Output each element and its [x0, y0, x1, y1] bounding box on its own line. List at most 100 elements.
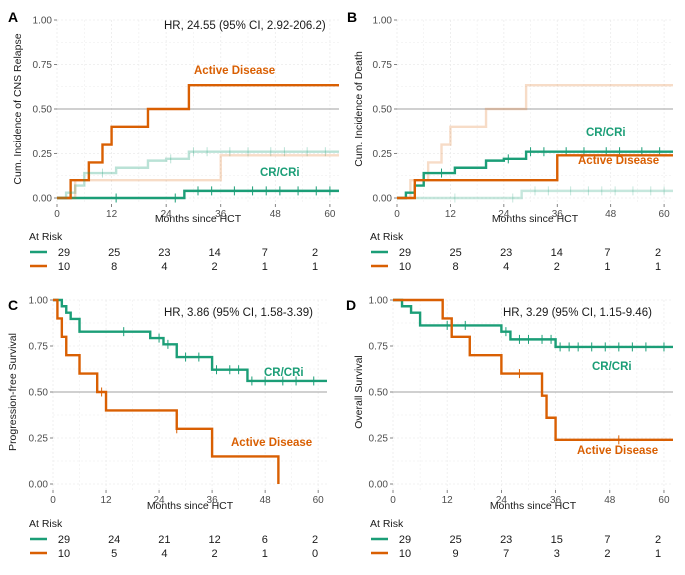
at-risk-title-a: At Risk: [29, 231, 63, 243]
y-tick-label-b-3: 0.75: [373, 60, 393, 71]
risk-value-d-0-2: 23: [500, 534, 512, 546]
panel-a: A 0 12 24 36 48 60 0.000.250.500.751.00 Month…: [8, 9, 339, 273]
risk-value-a-1-5: 1: [312, 261, 318, 273]
x-tick-label-b-5: 60: [659, 209, 671, 220]
series-group-d: [393, 298, 673, 445]
risk-value-d-1-4: 2: [604, 548, 610, 560]
label-active-disease-a: Active Disease: [194, 65, 275, 77]
risk-value-d-0-0: 29: [399, 534, 411, 546]
grid-b: [396, 19, 673, 204]
label-active-disease-b: Active Disease: [578, 155, 659, 167]
x-tick-label-b-1: 12: [445, 209, 457, 220]
y-ticks-d: 0.00 0.25 0.50 0.75 1.00: [369, 296, 393, 491]
risk-value-b-1-0: 10: [399, 261, 411, 273]
risk-value-d-0-4: 7: [604, 534, 610, 546]
x-axis-label-c: Months since HCT: [147, 500, 234, 512]
y-ticks-b: 0.00 0.25 0.50 0.75 1.00: [373, 16, 397, 205]
risk-value-d-0-1: 25: [449, 534, 461, 546]
risk-value-c-1-2: 4: [161, 548, 167, 560]
curve-death-cr-cri-faded-a: [57, 150, 339, 200]
label-active-disease-c: Active Disease: [231, 437, 312, 449]
risk-value-b-1-1: 8: [453, 261, 459, 273]
risk-value-b-0-4: 7: [604, 247, 610, 259]
y-tick-label-a-0: 0.00: [33, 194, 53, 205]
label-active-disease-d: Active Disease: [577, 445, 658, 457]
x-tick-label-b-0: 0: [394, 209, 400, 220]
risk-value-b-1-3: 2: [554, 261, 560, 273]
label-cr-cri-c: CR/CRi: [264, 367, 304, 379]
series-group-a: [57, 83, 339, 203]
x-axis-label-b: Months since HCT: [492, 213, 579, 225]
at-risk-title-b: At Risk: [370, 231, 404, 243]
series-group-c: [53, 298, 327, 484]
y-tick-label-a-2: 0.50: [33, 105, 53, 116]
risk-value-b-0-5: 2: [655, 247, 661, 259]
y-tick-label-c-3: 0.75: [29, 342, 49, 353]
risk-table-d: 29 25 23 15 7 2 10 9 7 3 2 1: [371, 534, 661, 560]
y-tick-label-b-2: 0.50: [373, 105, 393, 116]
x-tick-label-d-2: 24: [496, 495, 508, 506]
x-tick-label-d-5: 60: [658, 495, 670, 506]
y-tick-label-b-0: 0.00: [373, 194, 393, 205]
curve-active-disease-d: [393, 298, 673, 442]
label-cr-cri-b: CR/CRi: [586, 127, 626, 139]
y-tick-label-c-1: 0.25: [29, 434, 49, 445]
risk-value-d-0-3: 15: [551, 534, 563, 546]
y-tick-label-d-4: 1.00: [369, 296, 389, 307]
risk-value-c-1-4: 1: [262, 548, 268, 560]
x-tick-label-c-1: 12: [100, 495, 112, 506]
risk-value-a-0-0: 29: [58, 247, 70, 259]
risk-value-a-0-5: 2: [312, 247, 318, 259]
x-tick-label-c-5: 60: [313, 495, 325, 506]
risk-value-c-1-0: 10: [58, 548, 70, 560]
y-axis-label-b: Cum. Incidence of Death: [353, 51, 365, 167]
label-cr-cri-d: CR/CRi: [592, 361, 632, 373]
risk-value-d-1-1: 9: [453, 548, 459, 560]
risk-value-d-0-5: 2: [655, 534, 661, 546]
x-tick-label-a-1: 12: [106, 209, 118, 220]
risk-table-b: 29 25 23 14 7 2 10 8 4 2 1 1: [371, 247, 661, 273]
y-tick-label-a-4: 1.00: [33, 16, 53, 27]
y-tick-label-c-4: 1.00: [29, 296, 49, 307]
x-ticks-b: 0 12 24 36 48 60: [394, 204, 670, 220]
x-axis-label-a: Months since HCT: [155, 213, 242, 225]
x-tick-label-c-4: 48: [260, 495, 272, 506]
hr-annotation-a: HR, 24.55 (95% CI, 2.92-206.2): [164, 20, 326, 32]
at-risk-title-c: At Risk: [29, 518, 63, 530]
x-tick-label-b-2: 24: [498, 209, 510, 220]
risk-value-c-1-5: 0: [312, 548, 318, 560]
x-tick-label-a-2: 24: [161, 209, 173, 220]
y-tick-label-b-1: 0.25: [373, 149, 393, 160]
risk-value-c-1-3: 2: [212, 548, 218, 560]
risk-value-a-1-0: 10: [58, 261, 70, 273]
y-axis-label-c: Progression-free Survival: [7, 333, 19, 451]
risk-value-a-0-2: 23: [158, 247, 170, 259]
x-tick-label-d-3: 36: [550, 495, 562, 506]
x-tick-label-a-5: 60: [324, 209, 336, 220]
y-tick-label-d-2: 0.50: [369, 388, 389, 399]
risk-value-c-0-0: 29: [58, 534, 70, 546]
x-tick-label-b-4: 48: [605, 209, 617, 220]
hr-annotation-c: HR, 3.86 (95% CI, 1.58-3.39): [164, 307, 313, 319]
x-tick-label-c-2: 24: [154, 495, 166, 506]
risk-value-a-1-1: 8: [111, 261, 117, 273]
risk-value-a-1-3: 2: [212, 261, 218, 273]
risk-value-d-1-0: 10: [399, 548, 411, 560]
risk-value-a-0-3: 14: [208, 247, 220, 259]
y-ticks-c: 0.00 0.25 0.50 0.75 1.00: [29, 296, 53, 491]
x-tick-label-a-3: 36: [215, 209, 227, 220]
y-tick-label-b-4: 1.00: [373, 16, 393, 27]
curve-active-disease-a: [57, 83, 339, 200]
curve-cr-cri-d: [393, 298, 673, 349]
x-tick-label-b-3: 36: [552, 209, 564, 220]
series-group-b: [397, 83, 673, 203]
x-ticks-d: 0 12 24 36 48 60: [390, 490, 670, 506]
risk-value-a-1-2: 4: [161, 261, 167, 273]
risk-table-c: 29 24 21 12 6 210 5 4 2 1 0: [30, 534, 318, 560]
curve-active-disease-b: [397, 154, 673, 200]
curve-cr-cri-a: [57, 189, 339, 200]
y-tick-label-c-2: 0.50: [29, 388, 49, 399]
x-axis-label-d: Months since HCT: [490, 500, 577, 512]
y-tick-label-d-3: 0.75: [369, 342, 389, 353]
